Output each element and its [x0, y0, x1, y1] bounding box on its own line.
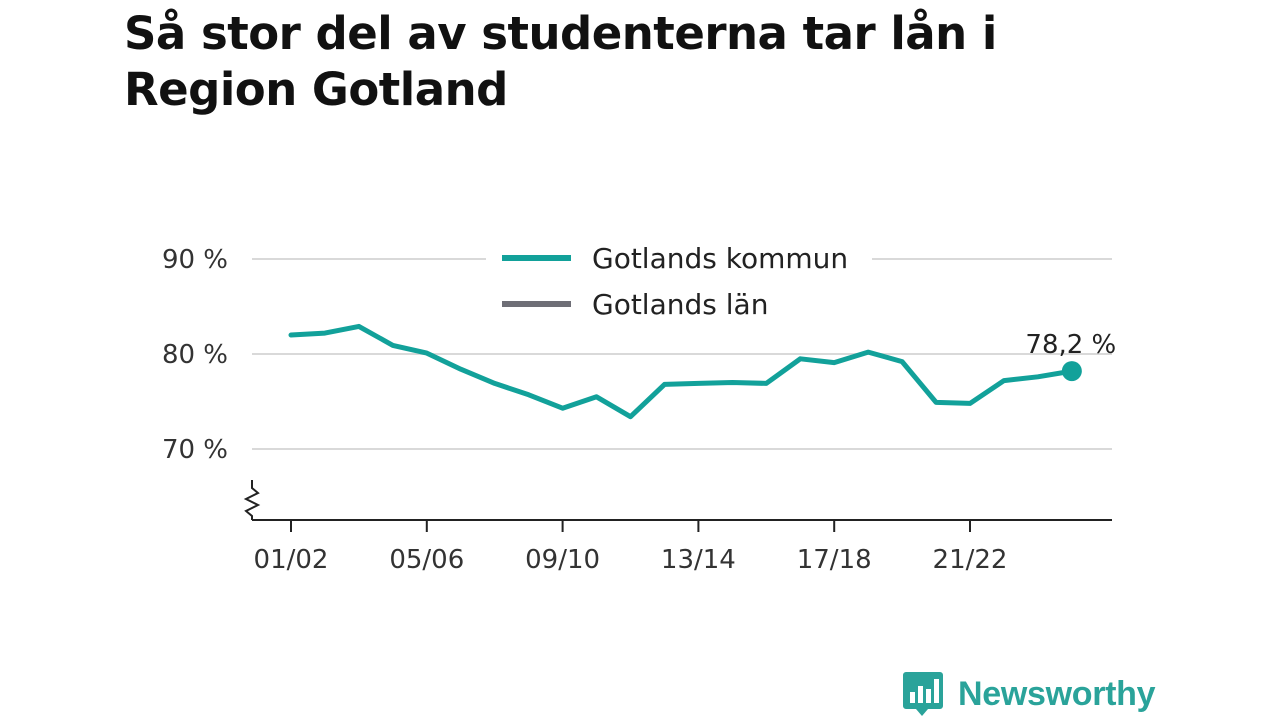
- legend-label: Gotlands län: [592, 288, 768, 321]
- y-tick-label: 90 %: [162, 245, 228, 275]
- legend: Gotlands kommun Gotlands län: [486, 232, 872, 324]
- legend-background: [486, 232, 872, 324]
- y-tick-label: 70 %: [162, 435, 228, 465]
- x-tick-label: 17/18: [797, 545, 872, 575]
- x-tick-label: 09/10: [525, 545, 600, 575]
- legend-label: Gotlands kommun: [592, 242, 848, 275]
- y-tick-label: 80 %: [162, 340, 228, 370]
- bar-chart-speech-bubble-icon: [903, 672, 943, 716]
- x-tick-label: 01/02: [254, 545, 329, 575]
- value-labels: 78,2 %: [1025, 330, 1116, 360]
- chart-title: Så stor del av studenterna tar lån i Reg…: [124, 7, 997, 116]
- x-tick-label: 21/22: [933, 545, 1008, 575]
- brand-name: Newsworthy: [958, 674, 1156, 713]
- axes: [243, 480, 1112, 521]
- end-value-label: 78,2 %: [1025, 330, 1116, 360]
- x-tick-label: 13/14: [661, 545, 736, 575]
- series-lines: [288, 323, 1082, 420]
- series-line: [288, 323, 1075, 420]
- y-axis-ticks: 70 % 80 % 90 %: [162, 245, 228, 465]
- end-point-marker: [1061, 361, 1082, 382]
- newsworthy-brand: Newsworthy: [902, 670, 1156, 718]
- x-tick-label: 05/06: [389, 545, 464, 575]
- y-axis-break-icon: [243, 480, 261, 520]
- x-axis-ticks: 01/02 05/06 09/10 13/14 17/18 21/22: [254, 520, 1008, 575]
